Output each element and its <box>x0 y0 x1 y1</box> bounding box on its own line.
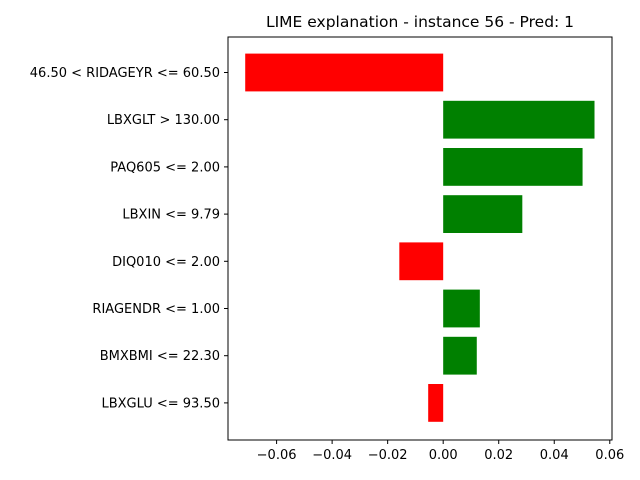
bar-4 <box>399 242 444 281</box>
y-tick-label-5: RIAGENDR <= 1.00 <box>92 302 220 317</box>
y-tick-label-7: LBXGLU <= 93.50 <box>101 396 220 411</box>
y-tick-label-1: LBXGLT > 130.00 <box>107 113 220 128</box>
y-tick-label-2: PAQ605 <= 2.00 <box>110 160 220 175</box>
y-tick-label-6: BMXBMI <= 22.30 <box>100 349 220 364</box>
axes-layer: 46.50 < RIDAGEYR <= 60.50 LBXGLT > 130.00… <box>30 36 624 463</box>
bar-7 <box>428 384 444 422</box>
bar-1 <box>443 100 595 139</box>
bars-layer <box>245 53 595 422</box>
bar-2 <box>443 148 583 186</box>
x-tick-label-1: −0.04 <box>312 448 352 463</box>
plot-frame <box>227 36 613 441</box>
y-tick-label-4: DIQ010 <= 2.00 <box>112 255 220 270</box>
x-tick-label-0: −0.06 <box>257 448 297 463</box>
x-tick-label-6: 0.06 <box>595 448 624 463</box>
x-tick-label-2: −0.02 <box>368 448 408 463</box>
bar-3 <box>443 195 523 233</box>
x-tick-label-4: 0.02 <box>484 448 513 463</box>
bar-6 <box>443 336 477 375</box>
y-tick-label-3: LBXIN <= 9.79 <box>122 208 220 223</box>
x-tick-label-3: 0.00 <box>429 448 458 463</box>
y-tick-label-0: 46.50 < RIDAGEYR <= 60.50 <box>30 66 220 81</box>
bar-5 <box>443 289 480 328</box>
bar-0 <box>245 53 444 92</box>
x-tick-label-5: 0.04 <box>540 448 569 463</box>
chart-title: LIME explanation - instance 56 - Pred: 1 <box>266 13 574 31</box>
